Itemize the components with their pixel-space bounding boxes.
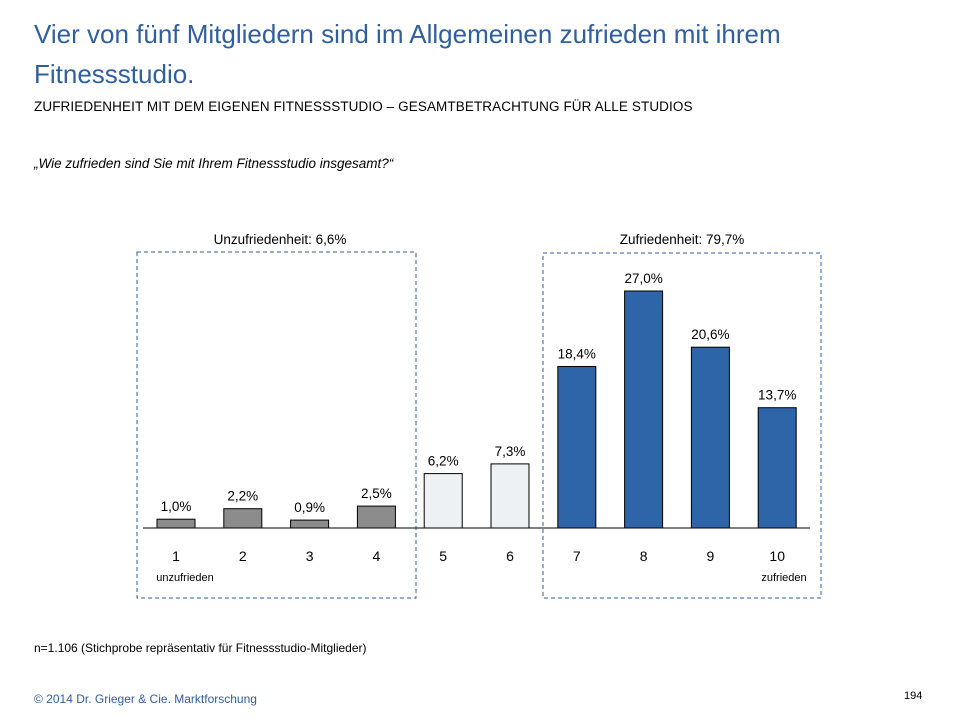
bar-10 (757, 407, 797, 529)
data-label-3: 0,9% (294, 500, 325, 515)
x-tick-9: 9 (707, 548, 715, 564)
bar-4 (356, 505, 396, 529)
data-label-4: 2,5% (361, 486, 392, 501)
bars-group: 1,0% 1 2,2% 2 0,9% 3 2,5% 4 6,2% 5 7,3% 6 18,4% 7 27,0… (156, 271, 797, 564)
data-label-1: 1,0% (161, 499, 192, 514)
bar-8 (624, 290, 664, 529)
data-label-9: 20,6% (691, 327, 729, 342)
satisfaction-box (542, 252, 822, 599)
x-tick-10: 10 (769, 548, 785, 564)
data-label-6: 7,3% (495, 444, 526, 459)
scale-low-label: unzufrieden (156, 572, 214, 584)
data-label-10: 13,7% (758, 388, 796, 403)
page-title: Vier von fünf Mitgliedern sind im Allgem… (34, 19, 781, 89)
bar-7 (557, 366, 597, 529)
dissatisfaction-box (136, 251, 417, 599)
data-label-7: 18,4% (558, 347, 596, 362)
x-tick-2: 2 (239, 548, 247, 564)
x-tick-1: 1 (172, 548, 180, 564)
x-tick-3: 3 (306, 548, 314, 564)
data-label-2: 2,2% (227, 489, 258, 504)
x-tick-5: 5 (439, 548, 447, 564)
data-label-5: 6,2% (428, 454, 459, 469)
bar-5 (423, 473, 463, 529)
data-label-8: 27,0% (624, 271, 662, 286)
bar-6 (490, 463, 530, 529)
x-tick-6: 6 (506, 548, 514, 564)
x-tick-8: 8 (640, 548, 648, 564)
dissatisfaction-label: Unzufriedenheit: 6,6% (214, 232, 347, 247)
bar-1 (156, 518, 196, 529)
page-number: 194 (904, 690, 923, 702)
sample-note: n=1.106 (Stichprobe repräsentativ für Fi… (34, 641, 367, 655)
survey-question: „Wie zufrieden sind Sie mit Ihrem Fitnes… (34, 156, 394, 171)
bar-9 (690, 346, 730, 529)
satisfaction-label: Zufriedenheit: 79,7% (620, 232, 745, 247)
bar-3 (290, 519, 330, 529)
copyright: © 2014 Dr. Grieger & Cie. Marktforschung (34, 692, 257, 706)
page-subtitle: ZUFRIEDENHEIT MIT DEM EIGENEN FITNESSSTU… (34, 99, 693, 114)
x-tick-7: 7 (573, 548, 581, 564)
bar-2 (223, 508, 263, 529)
x-tick-4: 4 (373, 548, 381, 564)
scale-high-label: zufrieden (761, 572, 806, 584)
